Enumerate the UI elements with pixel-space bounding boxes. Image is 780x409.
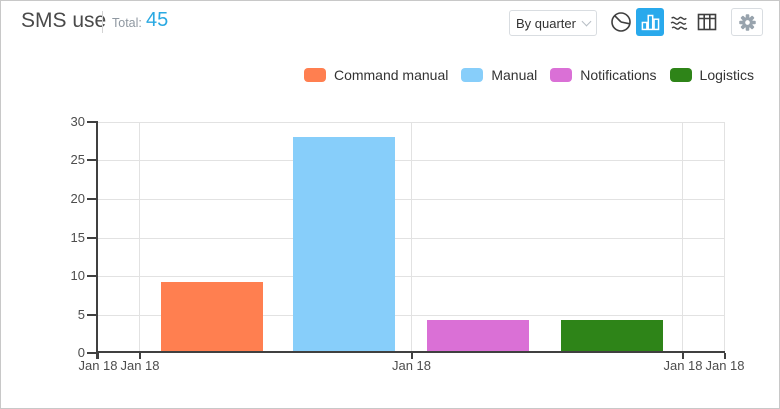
- plot-area: [87, 121, 726, 359]
- bar-manual[interactable]: [293, 137, 396, 351]
- legend-label: Notifications: [580, 67, 657, 83]
- x-gridline: [724, 122, 725, 351]
- y-gridline: [98, 314, 725, 316]
- legend-swatch: [461, 68, 484, 82]
- table-view-button[interactable]: [693, 8, 721, 36]
- legend-label: Manual: [491, 67, 538, 83]
- x-axis-label: Jan 18: [120, 358, 160, 373]
- x-axis-label: Jan 18: [78, 358, 118, 373]
- period-select[interactable]: By quarter: [509, 10, 597, 36]
- y-tick: [87, 159, 98, 162]
- y-axis-label: 0: [77, 345, 85, 360]
- bar-chart-icon: [641, 14, 660, 31]
- legend-item[interactable]: Manual: [461, 67, 537, 83]
- legend-swatch: [303, 68, 326, 82]
- bar-notifications[interactable]: [426, 320, 530, 351]
- x-axis-labels: Jan 18 Jan 18 Jan 18 Jan 18 Jan 18: [78, 358, 744, 376]
- x-axis-label: Jan 18: [705, 358, 745, 373]
- x-axis-label: Jan 18: [391, 358, 432, 373]
- y-axis-line: [96, 122, 98, 359]
- y-gridline: [98, 160, 725, 162]
- legend-item[interactable]: Notifications: [550, 67, 657, 83]
- bar-chart-button[interactable]: [636, 8, 664, 36]
- legend-swatch: [669, 68, 692, 82]
- x-axis-label: Jan 18: [663, 358, 703, 373]
- x-tick: [139, 353, 141, 359]
- legend-label: Command manual: [333, 67, 449, 83]
- x-gridline: [410, 122, 412, 351]
- stream-chart-icon: [670, 16, 687, 30]
- table-icon: [697, 13, 717, 31]
- stream-chart-button[interactable]: [665, 8, 693, 36]
- y-gridline: [98, 122, 725, 123]
- x-gridline: [139, 122, 140, 351]
- y-tick: [87, 236, 98, 239]
- legend-item[interactable]: Logistics: [669, 67, 754, 83]
- x-tick: [97, 353, 99, 359]
- header-divider: [102, 11, 103, 33]
- x-axis-line: [96, 351, 725, 353]
- x-gridline: [681, 122, 683, 351]
- total-value: 45: [146, 9, 169, 31]
- legend-item[interactable]: Command manual: [303, 67, 449, 83]
- x-tick: [410, 353, 413, 359]
- settings-button[interactable]: [731, 8, 763, 36]
- chevron-down-icon: [581, 16, 592, 27]
- legend: Command manual Manual Notifications Logisti…: [1, 63, 754, 87]
- pie-chart-button[interactable]: [607, 8, 635, 36]
- y-axis-label: 30: [70, 114, 85, 129]
- y-gridline: [98, 198, 725, 200]
- y-tick: [87, 313, 98, 316]
- y-axis-label: 15: [70, 229, 85, 245]
- y-tick: [87, 121, 98, 123]
- legend-label: Logistics: [699, 67, 754, 83]
- y-tick: [87, 352, 98, 354]
- bar-command-manual[interactable]: [161, 282, 264, 351]
- y-gridline: [98, 237, 725, 239]
- y-axis-label: 20: [70, 190, 85, 206]
- x-tick: [681, 353, 684, 359]
- bar-logistics[interactable]: [561, 320, 664, 351]
- period-select-value: By quarter: [516, 15, 576, 31]
- y-axis-label: 10: [70, 267, 85, 283]
- gear-icon: [738, 13, 756, 31]
- y-tick: [87, 197, 98, 200]
- page-title: SMS use: [21, 9, 107, 32]
- y-axis-labels: 0 5 10 15 20 25 30: [37, 114, 85, 360]
- pie-chart-icon: [611, 12, 631, 32]
- y-tick: [87, 274, 98, 277]
- y-axis-label: 5: [77, 306, 85, 322]
- x-tick: [724, 353, 726, 359]
- y-gridline: [98, 275, 725, 277]
- y-axis-label: 25: [70, 152, 85, 168]
- legend-swatch: [550, 68, 573, 82]
- total-label: Total:: [112, 16, 142, 30]
